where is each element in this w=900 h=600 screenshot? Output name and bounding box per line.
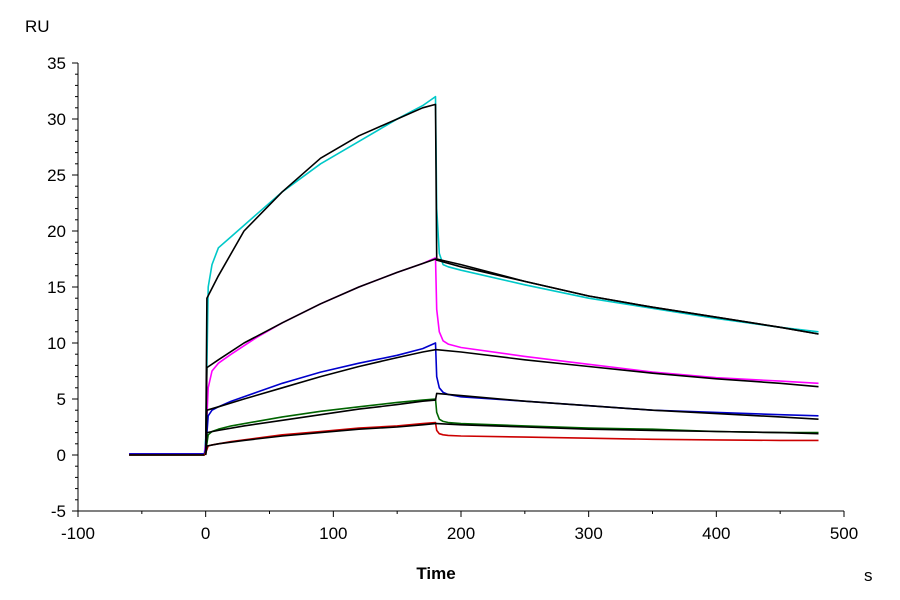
x-tick-label: 200 — [447, 524, 475, 543]
series-line-7 — [129, 398, 819, 456]
series-line-4 — [204, 258, 819, 456]
y-axis-label: RU — [25, 17, 50, 36]
series-line-10 — [204, 422, 819, 456]
y-tick-label: 30 — [47, 110, 66, 129]
series-line-2 — [204, 103, 819, 456]
x-tick-label: 400 — [702, 524, 730, 543]
y-tick-label: 10 — [47, 334, 66, 353]
series-layer — [129, 95, 819, 456]
series-line-5 — [129, 342, 819, 455]
series-line-1 — [129, 95, 819, 455]
x-tick-label: 0 — [201, 524, 210, 543]
x-tick-label: -100 — [61, 524, 95, 543]
x-tick-label: 100 — [319, 524, 347, 543]
series-line-6 — [204, 348, 819, 456]
x-axis-unit: s — [864, 566, 873, 585]
y-tick-label: -5 — [51, 502, 66, 521]
y-tick-label: 20 — [47, 222, 66, 241]
y-tick-label: 35 — [47, 54, 66, 73]
x-tick-label: 500 — [830, 524, 858, 543]
x-axis-label: Time — [416, 564, 455, 583]
y-tick-label: 0 — [57, 446, 66, 465]
y-tick-label: 15 — [47, 278, 66, 297]
series-line-8 — [204, 392, 819, 456]
x-tick-label: 300 — [574, 524, 602, 543]
y-tick-label: 25 — [47, 166, 66, 185]
y-tick-label: 5 — [57, 390, 66, 409]
axes: -5 0 5 10 15 20 25 30 35 -100 0 100 200 300 400 500 — [47, 54, 858, 543]
